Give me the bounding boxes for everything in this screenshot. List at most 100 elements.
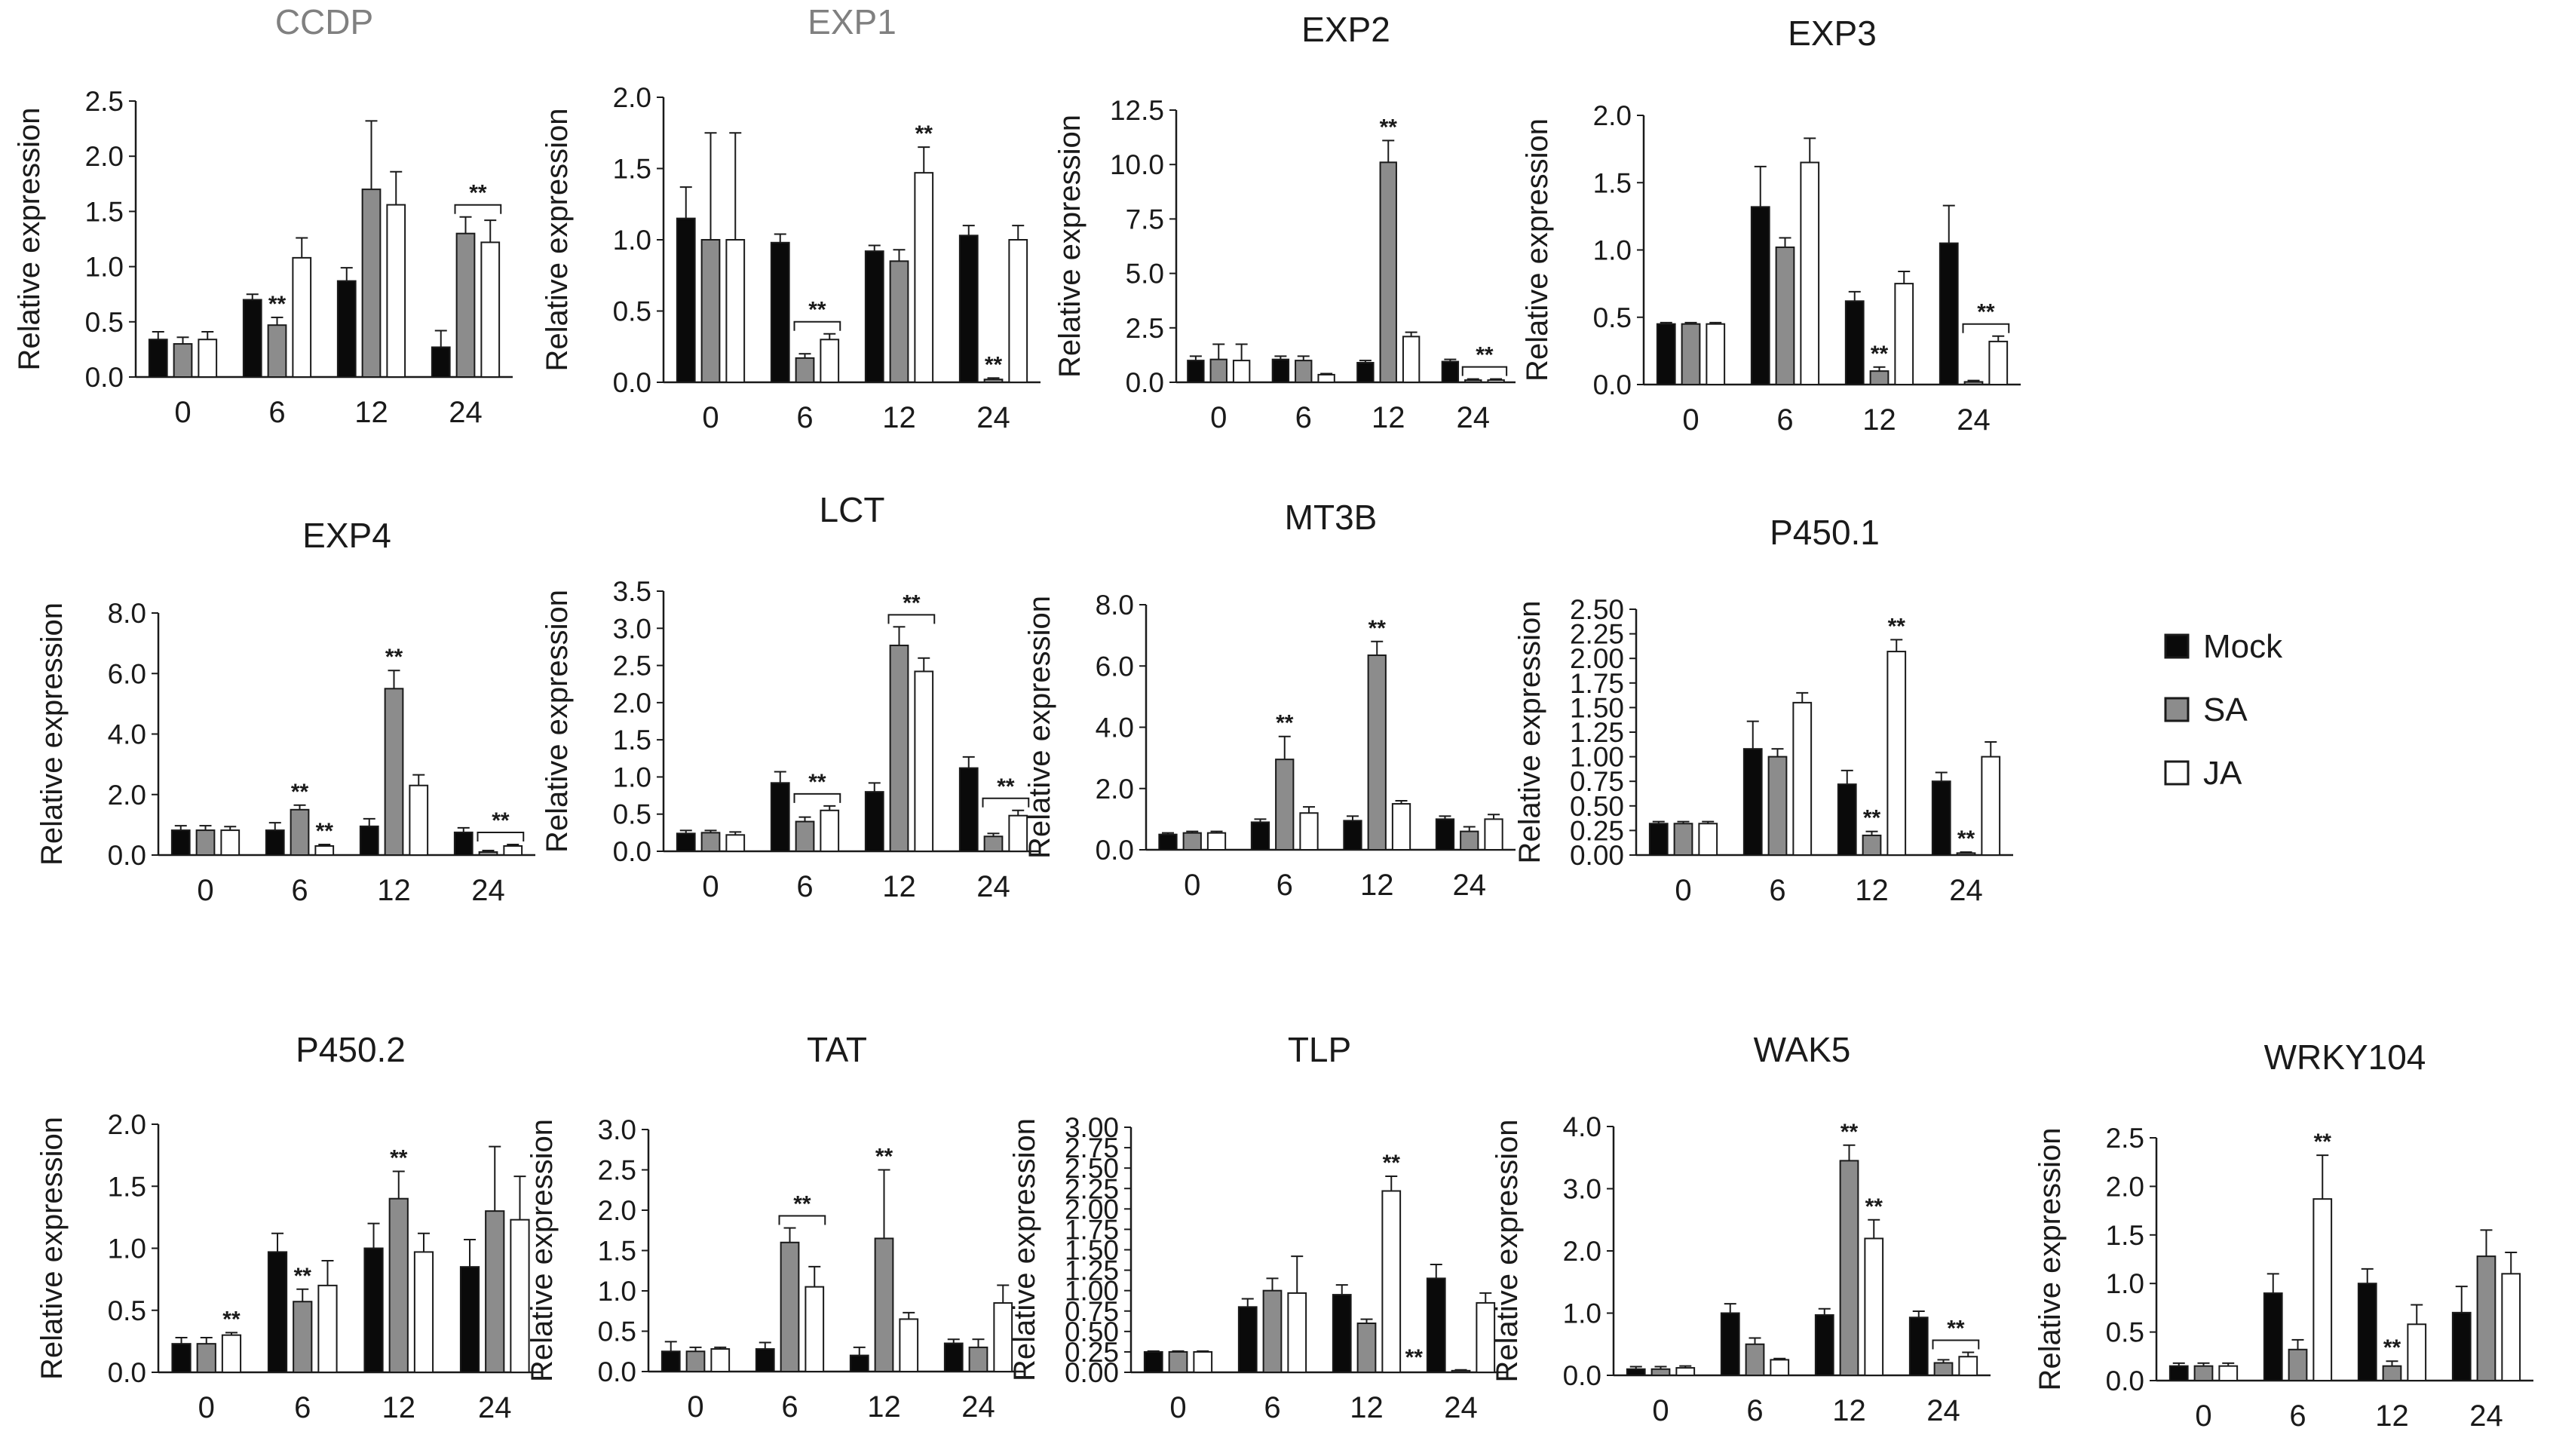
bar-sa-24 bbox=[983, 379, 1004, 384]
y-tick-label: 0.00 bbox=[1570, 840, 1624, 871]
bar-mock-6 bbox=[1237, 1306, 1258, 1374]
y-tick-label: 0.0 bbox=[1593, 369, 1632, 400]
x-tick-label: 0 bbox=[1169, 1391, 1186, 1424]
y-axis-title: Relative expression bbox=[541, 590, 574, 853]
bar-sa-24 bbox=[1956, 852, 1976, 856]
bar-sa-12 bbox=[1839, 1160, 1859, 1376]
significance-bracket bbox=[793, 792, 841, 803]
bar-sa-6 bbox=[1262, 1289, 1283, 1373]
x-tick-label: 6 bbox=[1776, 403, 1793, 437]
y-tick-label: 1.0 bbox=[2106, 1268, 2144, 1299]
bar-mock-24 bbox=[1908, 1317, 1929, 1377]
x-tick-label: 12 bbox=[377, 874, 411, 907]
x-tick-label: 0 bbox=[1184, 869, 1200, 902]
significance-bracket bbox=[778, 1215, 826, 1225]
bar-mock-24 bbox=[1441, 360, 1460, 383]
y-tick-label: 2.25 bbox=[1570, 619, 1624, 650]
y-axis-title: Relative expression bbox=[2034, 1127, 2067, 1390]
bar-mock-6 bbox=[1271, 358, 1290, 383]
y-tick-label: 2.5 bbox=[85, 86, 124, 117]
bar-sa-0 bbox=[1209, 358, 1227, 383]
bar-mock-24 bbox=[459, 1266, 480, 1374]
x-tick-label: 24 bbox=[976, 401, 1010, 434]
bar-mock-12 bbox=[1332, 1294, 1352, 1374]
bar-sa-6 bbox=[795, 820, 815, 852]
x-tick-label: 0 bbox=[1675, 874, 1691, 907]
bar-mock-6 bbox=[770, 782, 790, 853]
bar-sa-24 bbox=[968, 1346, 988, 1373]
chart-lct: LCT Relative expression 0.0 0.5 1.0 1.5 2.0 2.5… bbox=[541, 490, 1041, 903]
significance-marker: ** bbox=[903, 590, 921, 615]
bar-mock-6 bbox=[265, 829, 285, 857]
y-tick-label: 0.0 bbox=[1563, 1360, 1601, 1391]
chart-p450-2: P450.2 Relative expression 0.0 0.5 1.0 1.5 2.0… bbox=[35, 1030, 543, 1424]
y-axis-title: Relative expression bbox=[1053, 115, 1087, 378]
bar-ja-12 bbox=[1864, 1237, 1884, 1376]
y-tick-label: 0.0 bbox=[85, 362, 124, 393]
x-tick-label: 12 bbox=[382, 1391, 416, 1424]
bar-ja-6 bbox=[317, 1284, 338, 1373]
y-tick-label: 2.00 bbox=[1065, 1194, 1119, 1225]
chart-tat: TAT Relative expression 0.0 0.5 1.0 1.5 2.0 2.5… bbox=[526, 1030, 1025, 1424]
chart-title: CCDP bbox=[275, 2, 373, 41]
bar-ja-24 bbox=[1958, 1356, 1978, 1376]
y-tick-label: 0.0 bbox=[1126, 367, 1164, 398]
x-tick-label: 12 bbox=[1360, 869, 1394, 902]
y-tick-label: 2.0 bbox=[1563, 1236, 1601, 1267]
significance-marker: ** bbox=[1957, 826, 1975, 851]
bar-sa-6 bbox=[1745, 1343, 1765, 1376]
bar-sa-24 bbox=[1464, 379, 1482, 383]
bar-mock-0 bbox=[676, 217, 696, 383]
bar-sa-6 bbox=[1767, 756, 1788, 856]
bar-mock-12 bbox=[1356, 362, 1375, 383]
y-tick-label: 0.5 bbox=[1593, 302, 1632, 333]
bar-ja-6 bbox=[1800, 161, 1820, 385]
chart-wrky104: WRKY104 Relative expression 0.0 0.5 1.0 1.5 2.… bbox=[2034, 1038, 2533, 1433]
bar-sa-12 bbox=[1367, 654, 1387, 851]
x-tick-label: 24 bbox=[1444, 1391, 1478, 1424]
y-tick-label: 2.00 bbox=[1570, 643, 1624, 674]
y-tick-label: 0.0 bbox=[598, 1356, 636, 1387]
bar-mock-6 bbox=[267, 1251, 288, 1374]
chart-p450-1: P450.1 Relative expression 0.000.250.500.7… bbox=[1513, 513, 2013, 907]
y-axis-title: Relative expression bbox=[541, 108, 574, 371]
bar-mock-0 bbox=[1143, 1350, 1163, 1373]
bar-sa-24 bbox=[1451, 1369, 1471, 1374]
bar-ja-0 bbox=[725, 239, 746, 383]
chart-title: P450.1 bbox=[1770, 513, 1880, 552]
x-tick-label: 6 bbox=[1264, 1391, 1280, 1424]
bar-ja-24 bbox=[503, 844, 523, 857]
significance-marker: ** bbox=[1368, 616, 1387, 641]
bar-mock-6 bbox=[1250, 821, 1270, 851]
significance-marker: ** bbox=[469, 181, 487, 206]
x-tick-label: 0 bbox=[174, 396, 191, 429]
bar-sa-24 bbox=[983, 835, 1004, 853]
x-tick-label: 24 bbox=[961, 1390, 995, 1424]
bar-ja-0 bbox=[1706, 323, 1726, 385]
bar-ja-6 bbox=[2312, 1198, 2333, 1382]
bar-sa-24 bbox=[478, 851, 498, 857]
y-tick-label: 1.5 bbox=[2106, 1220, 2144, 1251]
y-tick-label: 0.0 bbox=[1096, 835, 1134, 866]
bar-ja-0 bbox=[221, 1334, 242, 1374]
y-tick-label: 0.0 bbox=[613, 367, 651, 398]
bar-ja-0 bbox=[1232, 360, 1251, 383]
significance-marker: ** bbox=[793, 1192, 811, 1217]
significance-marker: ** bbox=[1276, 711, 1294, 736]
y-tick-label: 0.0 bbox=[108, 1357, 146, 1388]
x-tick-label: 12 bbox=[1855, 874, 1889, 907]
x-tick-label: 12 bbox=[1862, 403, 1896, 437]
chart-title: EXP3 bbox=[1788, 14, 1877, 53]
y-tick-label: 2.75 bbox=[1065, 1133, 1119, 1163]
bar-sa-24 bbox=[1933, 1362, 1954, 1376]
x-tick-label: 24 bbox=[1949, 874, 1983, 907]
x-tick-label: 6 bbox=[291, 874, 308, 907]
y-tick-label: 6.0 bbox=[108, 658, 146, 689]
x-tick-label: 6 bbox=[2289, 1399, 2306, 1433]
bar-mock-12 bbox=[1814, 1313, 1834, 1376]
y-tick-label: 1.75 bbox=[1065, 1214, 1119, 1245]
bar-mock-0 bbox=[1187, 360, 1205, 383]
bar-mock-6 bbox=[1750, 206, 1770, 385]
significance-bracket bbox=[887, 614, 936, 624]
x-tick-label: 12 bbox=[867, 1390, 901, 1424]
